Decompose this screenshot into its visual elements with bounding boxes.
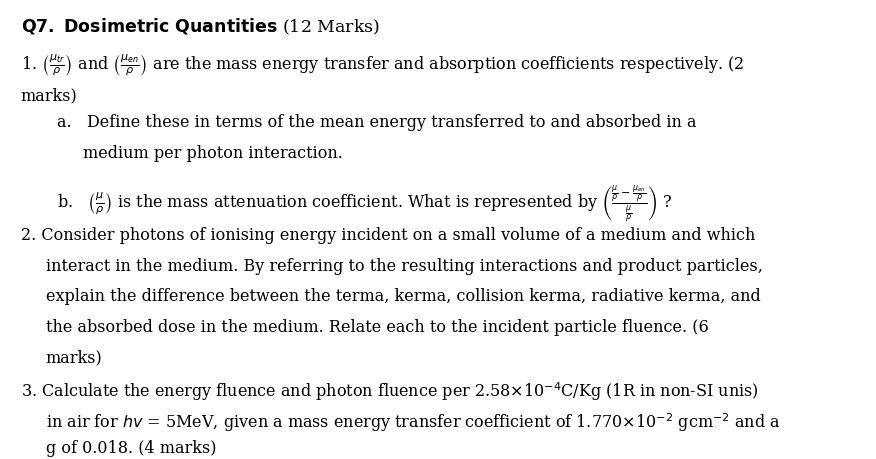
Text: marks): marks) <box>46 349 102 366</box>
Text: g of 0.018. (4 marks): g of 0.018. (4 marks) <box>46 440 216 457</box>
Text: interact in the medium. By referring to the resulting interactions and product p: interact in the medium. By referring to … <box>46 258 763 275</box>
Text: $\bf{Q7.\ Dosimetric\ Quantities}$ (12 Marks): $\bf{Q7.\ Dosimetric\ Quantities}$ (12 M… <box>21 17 380 37</box>
Text: a.   Define these in terms of the mean energy transferred to and absorbed in a: a. Define these in terms of the mean ene… <box>58 114 697 131</box>
Text: explain the difference between the terma, kerma, collision kerma, radiative kerm: explain the difference between the terma… <box>46 288 760 305</box>
Text: the absorbed dose in the medium. Relate each to the incident particle fluence. (: the absorbed dose in the medium. Relate … <box>46 319 709 336</box>
Text: 3. Calculate the energy fluence and photon fluence per 2.58$\times$10$^{-4}$C/Kg: 3. Calculate the energy fluence and phot… <box>21 380 759 403</box>
Text: marks): marks) <box>21 88 78 105</box>
Text: 2. Consider photons of ionising energy incident on a small volume of a medium an: 2. Consider photons of ionising energy i… <box>21 227 755 244</box>
Text: b.   $\left(\frac{\mu}{\rho}\right)$ is the mass attenuation coefficient. What i: b. $\left(\frac{\mu}{\rho}\right)$ is th… <box>58 183 674 224</box>
Text: in air for $hv$ = 5MeV, given a mass energy transfer coefficient of 1.770$\times: in air for $hv$ = 5MeV, given a mass ene… <box>46 411 781 434</box>
Text: 1. $\left(\frac{\mu_{tr}}{\rho}\right)$ and $\left(\frac{\mu_{en}}{\rho}\right)$: 1. $\left(\frac{\mu_{tr}}{\rho}\right)$ … <box>21 52 744 78</box>
Text: medium per photon interaction.: medium per photon interaction. <box>83 146 343 162</box>
